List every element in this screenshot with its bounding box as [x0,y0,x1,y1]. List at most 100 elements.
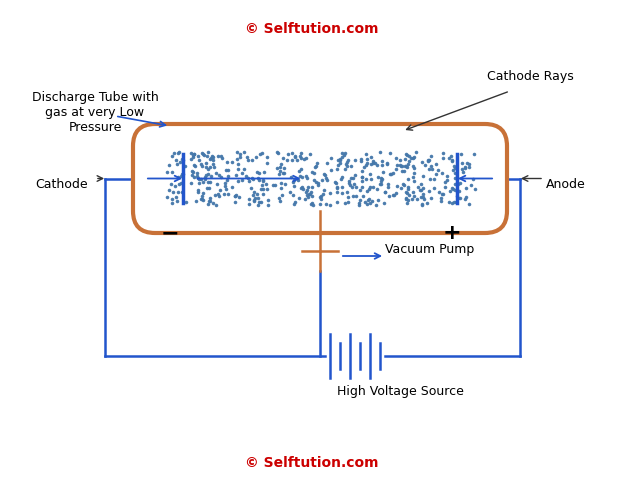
Point [326,166,336,174]
Point [457,165,467,173]
Point [386,170,396,178]
Point [444,198,454,206]
Point [202,184,212,192]
Point [201,171,211,179]
Point [416,193,426,201]
Text: Cathode: Cathode [36,178,88,191]
Point [188,151,198,159]
Point [382,160,392,167]
Point [361,175,371,183]
Point [253,194,263,202]
Point [372,196,382,204]
Point [254,201,264,209]
Point [164,161,174,169]
Point [261,181,271,189]
Point [451,198,461,206]
Point [239,165,249,173]
Point [231,192,241,200]
Point [275,167,285,175]
Point [222,166,232,174]
Point [279,164,289,172]
Point [180,162,190,169]
Point [189,161,199,169]
Point [262,201,272,209]
Point [355,196,365,204]
Point [167,152,177,160]
Point [391,161,401,169]
Text: +: + [442,223,461,243]
Point [209,163,219,171]
Point [415,186,425,194]
Point [401,150,411,158]
Point [384,191,394,199]
Point [206,154,216,162]
Point [176,172,186,180]
Point [454,187,464,194]
Point [177,170,187,178]
Point [436,194,446,202]
Point [193,188,203,195]
Point [204,165,214,173]
Point [244,195,254,203]
Point [440,178,450,186]
Point [268,181,278,189]
Point [189,173,199,181]
Point [361,151,371,159]
Point [319,186,329,194]
Point [420,161,430,168]
Point [460,164,470,171]
Point [313,179,323,187]
Point [351,183,361,191]
Point [233,177,243,185]
Point [262,159,272,167]
Point [175,158,185,166]
Point [397,167,407,175]
Point [412,195,422,203]
Point [204,197,214,205]
Point [278,169,288,177]
Point [214,192,224,200]
Point [402,160,412,168]
Point [437,169,447,177]
Point [237,176,247,184]
Point [181,198,191,206]
Point [289,200,299,208]
Point [400,162,410,170]
Point [372,173,382,181]
Point [316,192,326,200]
Point [418,184,428,191]
Point [279,169,289,177]
Point [221,166,231,174]
Point [258,177,268,185]
Point [208,153,217,161]
Point [399,167,409,175]
Point [346,174,356,182]
Point [464,164,474,171]
Point [336,159,346,167]
Point [456,150,466,158]
Point [403,175,413,183]
Point [280,180,290,188]
Point [304,190,314,198]
Point [406,154,416,162]
Point [208,199,217,207]
Point [332,185,342,192]
Point [401,194,411,202]
Point [274,170,284,178]
Text: © Selftution.com: © Selftution.com [245,456,379,470]
Point [294,194,304,202]
Text: Vacuum Pump: Vacuum Pump [386,243,474,255]
Point [336,175,346,183]
Point [211,169,221,177]
Point [162,168,172,176]
Point [258,181,268,189]
Point [200,175,210,183]
Point [287,156,297,164]
Point [418,158,428,166]
Point [402,196,412,204]
Point [450,174,460,182]
Point [188,171,198,179]
Point [296,149,306,157]
Point [178,156,188,164]
Point [341,160,351,168]
